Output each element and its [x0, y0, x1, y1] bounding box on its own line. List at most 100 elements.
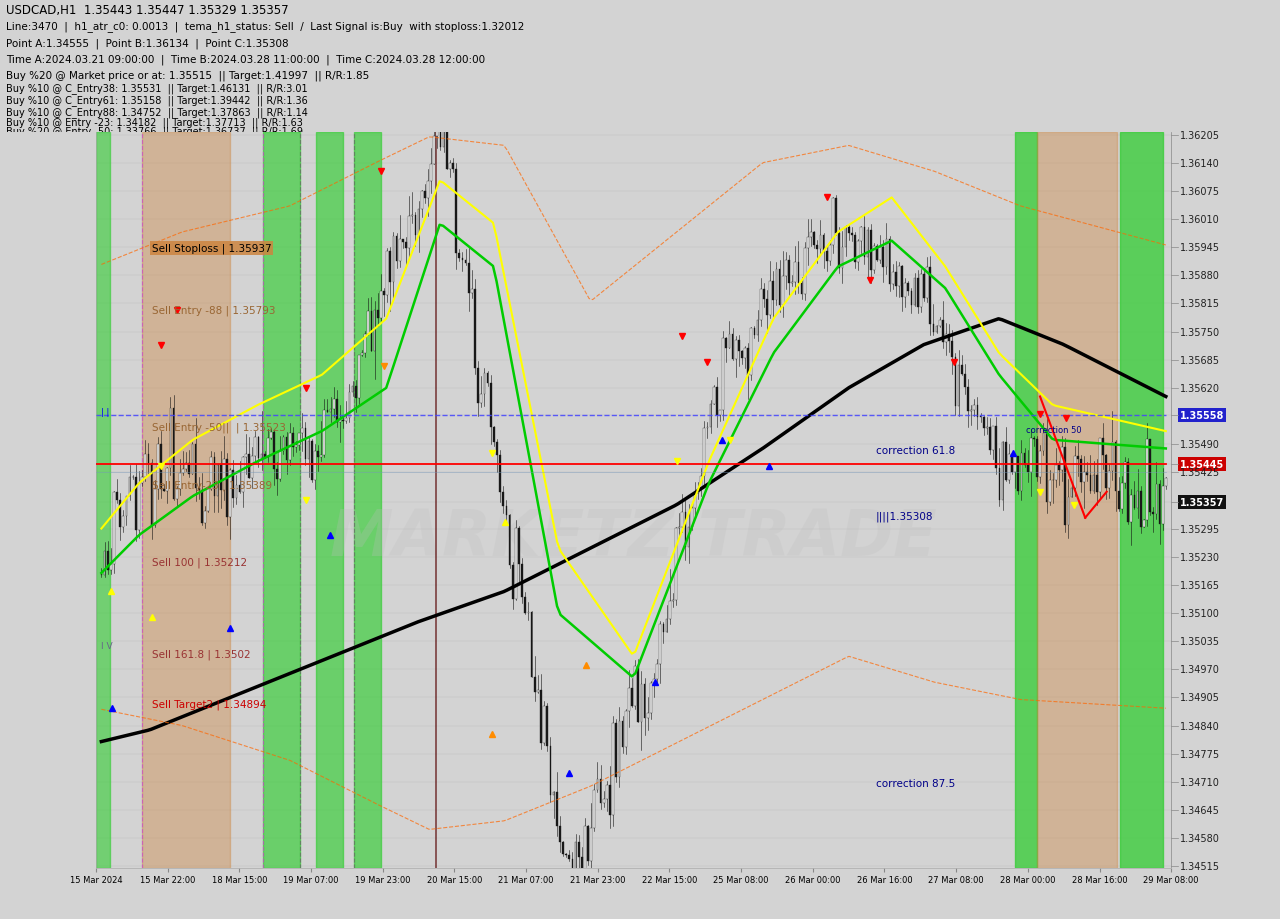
- Bar: [342, 420, 344, 422]
- Bar: [622, 721, 623, 747]
- Bar: [408, 217, 410, 249]
- Bar: [603, 799, 604, 803]
- Bar: [415, 215, 416, 236]
- Bar: [346, 418, 347, 422]
- Bar: [468, 264, 470, 293]
- Text: Target100: 1.36887  || Target 161: 1.37863  || Target 261: 1.39442  || Target 42: Target100: 1.36887 || Target 161: 1.3786…: [6, 149, 718, 160]
- Bar: [157, 445, 159, 490]
- Bar: [1007, 454, 1010, 481]
- Bar: [411, 215, 413, 217]
- Bar: [719, 411, 721, 415]
- Bar: [273, 432, 275, 470]
- Bar: [1093, 475, 1094, 492]
- Bar: [534, 677, 535, 692]
- Bar: [1080, 460, 1082, 482]
- Bar: [302, 429, 303, 433]
- Text: 1.35035: 1.35035: [1180, 637, 1220, 646]
- Bar: [486, 373, 489, 383]
- Bar: [744, 348, 746, 358]
- Bar: [389, 252, 392, 282]
- Bar: [685, 513, 686, 548]
- Bar: [493, 427, 495, 443]
- Bar: [337, 400, 338, 422]
- Bar: [113, 493, 115, 564]
- Bar: [399, 240, 401, 262]
- Bar: [600, 778, 602, 803]
- Text: 1.35230: 1.35230: [1180, 552, 1220, 562]
- Bar: [675, 528, 677, 600]
- Bar: [1014, 457, 1016, 473]
- Text: 1.36205: 1.36205: [1180, 130, 1220, 141]
- Bar: [320, 456, 323, 458]
- Bar: [125, 497, 127, 516]
- Bar: [562, 842, 563, 855]
- Bar: [1162, 487, 1164, 525]
- Bar: [547, 707, 548, 746]
- Bar: [772, 281, 774, 301]
- Bar: [556, 792, 558, 826]
- Bar: [525, 597, 526, 613]
- Bar: [713, 387, 714, 404]
- Bar: [376, 311, 379, 319]
- Bar: [754, 329, 755, 335]
- Bar: [581, 857, 582, 879]
- Text: Line:3470  |  h1_atr_c0: 0.0013  |  tema_h1_status: Sell  /  Last Signal is:Buy : Line:3470 | h1_atr_c0: 0.0013 | tema_h1_…: [6, 21, 525, 32]
- Bar: [948, 335, 950, 342]
- Bar: [1039, 451, 1041, 478]
- Bar: [198, 489, 200, 491]
- Bar: [307, 442, 310, 460]
- Bar: [449, 164, 451, 170]
- Bar: [810, 233, 812, 238]
- Bar: [443, 96, 444, 148]
- Bar: [298, 433, 300, 445]
- Bar: [1140, 492, 1142, 528]
- Bar: [936, 327, 937, 333]
- Bar: [763, 289, 764, 300]
- Bar: [847, 228, 850, 234]
- Bar: [1149, 440, 1151, 512]
- Bar: [220, 466, 221, 491]
- Bar: [477, 369, 479, 403]
- Bar: [823, 236, 824, 252]
- Bar: [474, 289, 476, 369]
- Bar: [892, 272, 893, 285]
- Bar: [709, 404, 712, 428]
- Bar: [138, 483, 140, 530]
- Bar: [933, 324, 934, 333]
- Text: USDCAD,H1  1.35443 1.35447 1.35329 1.35357: USDCAD,H1 1.35443 1.35447 1.35329 1.3535…: [6, 4, 289, 17]
- Bar: [785, 261, 787, 277]
- Bar: [106, 551, 109, 570]
- Bar: [1061, 447, 1064, 471]
- Text: 1.35620: 1.35620: [1180, 383, 1220, 393]
- Bar: [646, 713, 649, 719]
- Bar: [204, 511, 206, 523]
- Bar: [977, 405, 978, 417]
- Bar: [1121, 483, 1123, 509]
- Bar: [1146, 440, 1148, 521]
- Bar: [324, 410, 325, 456]
- Text: 1.35750: 1.35750: [1180, 327, 1220, 337]
- Bar: [387, 252, 388, 295]
- Text: 1.34645: 1.34645: [1180, 805, 1220, 815]
- Bar: [1096, 475, 1098, 493]
- Text: 1.35490: 1.35490: [1180, 439, 1220, 449]
- Bar: [195, 445, 196, 489]
- Bar: [164, 490, 165, 492]
- Text: 1.35445: 1.35445: [1180, 460, 1224, 469]
- Bar: [216, 466, 219, 496]
- Bar: [276, 470, 278, 480]
- Bar: [330, 409, 332, 413]
- Bar: [782, 277, 783, 305]
- Bar: [262, 133, 301, 868]
- Text: 1.35815: 1.35815: [1180, 299, 1220, 309]
- Bar: [650, 684, 652, 713]
- Bar: [1076, 456, 1079, 460]
- Bar: [1137, 492, 1138, 509]
- Bar: [778, 270, 781, 305]
- Bar: [1130, 495, 1132, 522]
- Bar: [311, 442, 312, 480]
- Bar: [870, 231, 872, 270]
- Bar: [886, 240, 887, 267]
- Text: Sell Entry-23 | 1.35389: Sell Entry-23 | 1.35389: [152, 481, 273, 491]
- Bar: [283, 437, 284, 451]
